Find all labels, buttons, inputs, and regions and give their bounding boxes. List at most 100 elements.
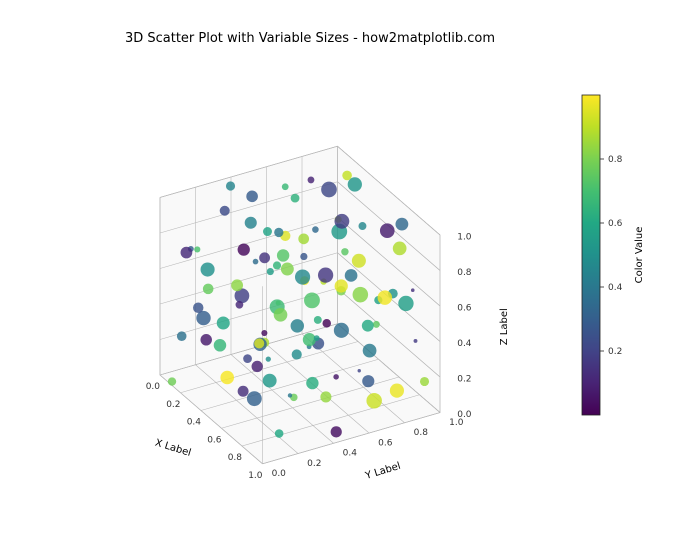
point: [246, 191, 258, 203]
point: [334, 214, 349, 229]
colorbar-tick: 0.8: [608, 155, 623, 165]
point: [231, 279, 243, 291]
point: [288, 393, 292, 397]
colorbar-label: Color Value: [634, 227, 645, 284]
point: [335, 279, 348, 292]
point: [275, 429, 284, 438]
point: [226, 181, 235, 190]
z-tick: 0.8: [457, 268, 472, 278]
point: [236, 301, 244, 309]
colorbar-tick: 0.2: [608, 347, 622, 357]
point: [266, 356, 271, 361]
point: [214, 339, 227, 352]
point: [390, 384, 404, 398]
point: [345, 269, 358, 282]
point: [295, 269, 310, 284]
y-tick: 0.4: [343, 449, 358, 459]
point: [217, 316, 230, 329]
point: [273, 261, 281, 269]
point: [238, 244, 250, 256]
point: [196, 311, 210, 325]
point: [245, 217, 257, 229]
point: [304, 292, 320, 308]
point: [259, 252, 270, 263]
point: [380, 223, 395, 238]
point: [254, 338, 264, 348]
x-tick: 0.4: [187, 418, 202, 428]
z-tick: 0.2: [457, 375, 471, 385]
point: [358, 369, 361, 372]
point: [238, 386, 249, 397]
point: [220, 206, 230, 216]
y-tick: 0.0: [272, 469, 287, 479]
point: [201, 262, 215, 276]
point: [342, 171, 352, 181]
colorbar-tick: 0.4: [608, 283, 623, 293]
point: [306, 377, 318, 389]
point: [247, 391, 262, 406]
point: [333, 374, 339, 380]
point: [243, 354, 252, 363]
z-tick: 1.0: [457, 232, 472, 242]
point: [181, 247, 193, 259]
point: [298, 233, 309, 244]
colorbar-tick: 0.6: [608, 219, 623, 229]
point: [303, 333, 316, 346]
point: [292, 349, 302, 359]
point: [314, 316, 322, 324]
point: [274, 308, 288, 322]
point: [291, 319, 304, 332]
z-tick: 0.0: [457, 410, 472, 420]
point: [420, 377, 429, 386]
point: [320, 391, 331, 402]
point: [378, 290, 392, 304]
point: [331, 426, 342, 437]
x-tick: 0.8: [228, 453, 243, 463]
point: [177, 331, 187, 341]
z-tick: 0.4: [457, 339, 472, 349]
point: [308, 176, 315, 183]
point: [414, 339, 418, 343]
point: [282, 183, 289, 190]
x-tick: 0.6: [207, 435, 222, 445]
point: [348, 177, 362, 191]
point: [261, 330, 267, 336]
x-tick: 0.0: [146, 382, 161, 392]
point: [366, 393, 381, 408]
point: [194, 246, 200, 252]
x-axis-label: X Label: [154, 438, 193, 459]
point: [322, 319, 331, 328]
z-tick: 0.6: [457, 304, 472, 314]
point: [291, 194, 300, 203]
point: [263, 227, 272, 236]
point: [314, 335, 320, 341]
point: [393, 242, 407, 256]
y-tick: 0.6: [378, 438, 393, 448]
y-axis-label: Y Label: [363, 461, 402, 482]
point: [274, 228, 283, 237]
point: [334, 323, 349, 338]
z-axis-label: Z Label: [499, 308, 510, 345]
x-tick: 1.0: [248, 471, 263, 481]
y-tick: 0.8: [414, 428, 429, 438]
point: [395, 218, 408, 231]
point: [358, 222, 366, 230]
point: [263, 374, 277, 388]
point: [220, 371, 234, 385]
point: [200, 334, 212, 346]
point: [168, 377, 176, 385]
point: [253, 259, 259, 265]
point: [363, 344, 377, 358]
point: [312, 226, 319, 233]
point: [362, 375, 374, 387]
point: [373, 321, 380, 328]
point: [318, 267, 333, 282]
colorbar: [582, 95, 600, 415]
point: [398, 296, 413, 311]
point: [300, 253, 307, 260]
point: [203, 284, 214, 295]
x-tick: 0.2: [166, 400, 180, 410]
chart-title: 3D Scatter Plot with Variable Sizes - ho…: [125, 31, 495, 46]
point: [193, 303, 203, 313]
point: [276, 300, 281, 305]
